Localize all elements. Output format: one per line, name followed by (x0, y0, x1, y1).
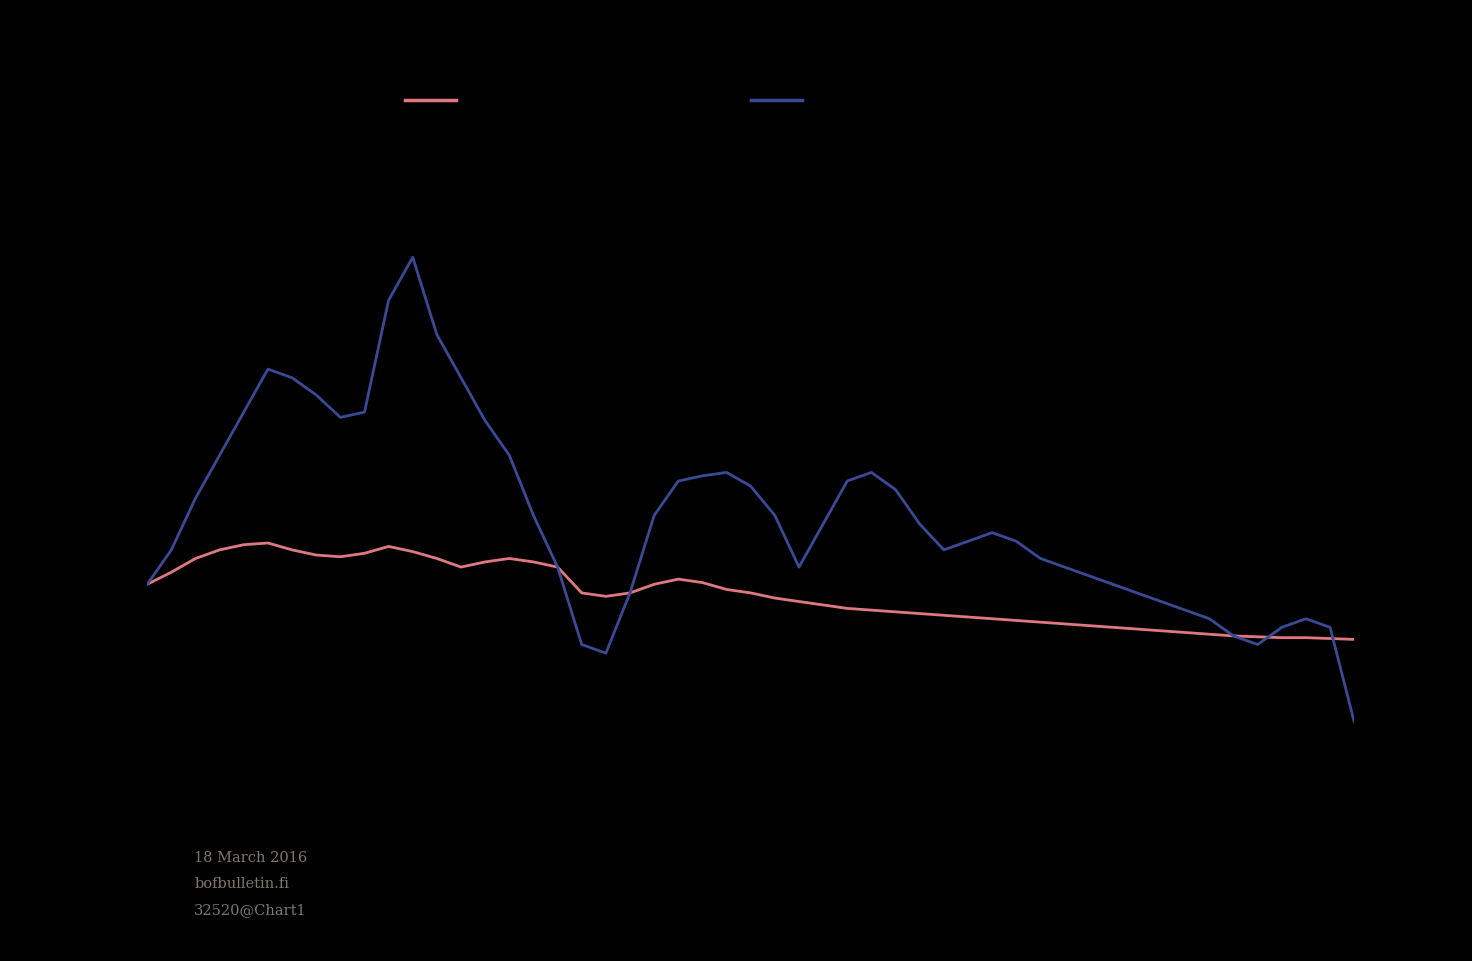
Text: bofbulletin.fi: bofbulletin.fi (194, 876, 290, 891)
Text: 18 March 2016: 18 March 2016 (194, 850, 308, 865)
Text: 32520@Chart1: 32520@Chart1 (194, 902, 308, 917)
